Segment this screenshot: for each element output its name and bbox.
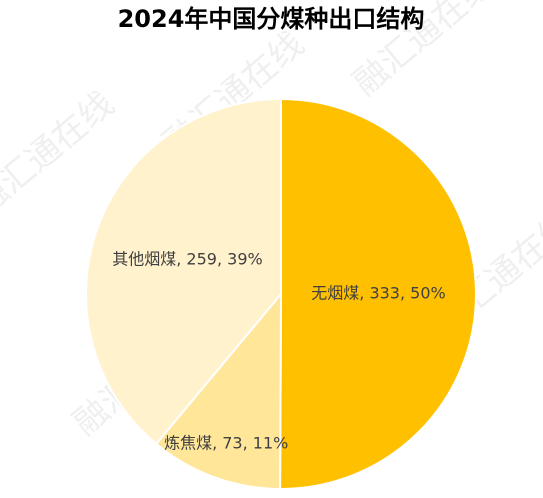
data-label: 无烟煤, 333, 50%: [311, 284, 445, 303]
pie-slice: [279, 97, 477, 490]
data-label: 其他烟煤, 259, 39%: [112, 250, 262, 269]
pie-slice: [85, 97, 282, 446]
pie: [85, 97, 477, 491]
data-label: 炼焦煤, 73, 11%: [164, 434, 288, 453]
watermark: 融汇通在线: [0, 84, 122, 224]
data-labels: 无烟煤, 333, 50% 炼焦煤, 73, 11% 其他烟煤, 259, 39%: [112, 250, 445, 453]
pie-slice: [154, 291, 283, 491]
chart-title: 2024年中国分煤种出口结构: [118, 5, 425, 33]
